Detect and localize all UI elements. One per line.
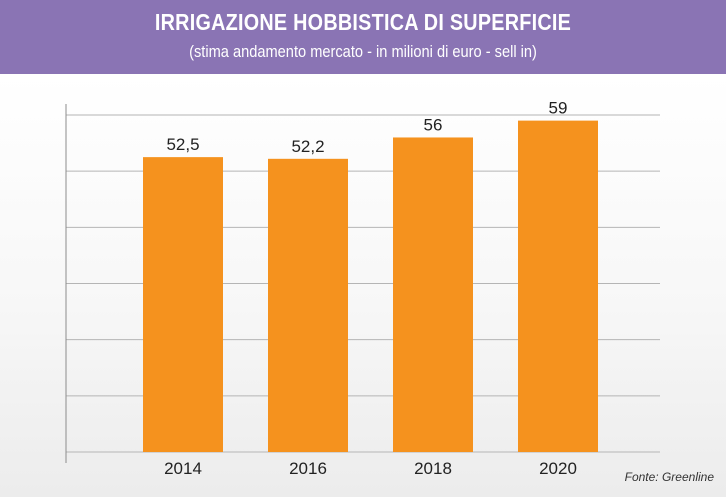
x-tick-label: 2020 (539, 459, 577, 478)
x-tick-label: 2014 (164, 459, 202, 478)
source-note: Fonte: Greenline (624, 470, 714, 484)
value-label: 59 (549, 99, 568, 118)
plot-background (0, 74, 726, 497)
chart-title: IRRIGAZIONE HOBBISTICA DI SUPERFICIE (154, 9, 572, 35)
value-label: 52,5 (166, 135, 199, 154)
chart-subtitle: (stima andamento mercato - in milioni di… (189, 42, 537, 61)
bar-2016 (268, 158, 348, 452)
bar-2018 (393, 137, 473, 452)
x-tick-label: 2018 (414, 459, 452, 478)
bar-2014 (143, 157, 223, 452)
value-labels: 52,5 52,2 56 59 (166, 99, 567, 156)
x-tick-label: 2016 (289, 459, 327, 478)
x-tick-labels: 2014 2016 2018 2020 (164, 459, 577, 478)
value-label: 52,2 (291, 137, 324, 156)
bars (143, 120, 598, 452)
chart-header: IRRIGAZIONE HOBBISTICA DI SUPERFICIE (st… (0, 0, 726, 74)
value-label: 56 (424, 115, 443, 134)
bar-2020 (518, 120, 598, 452)
